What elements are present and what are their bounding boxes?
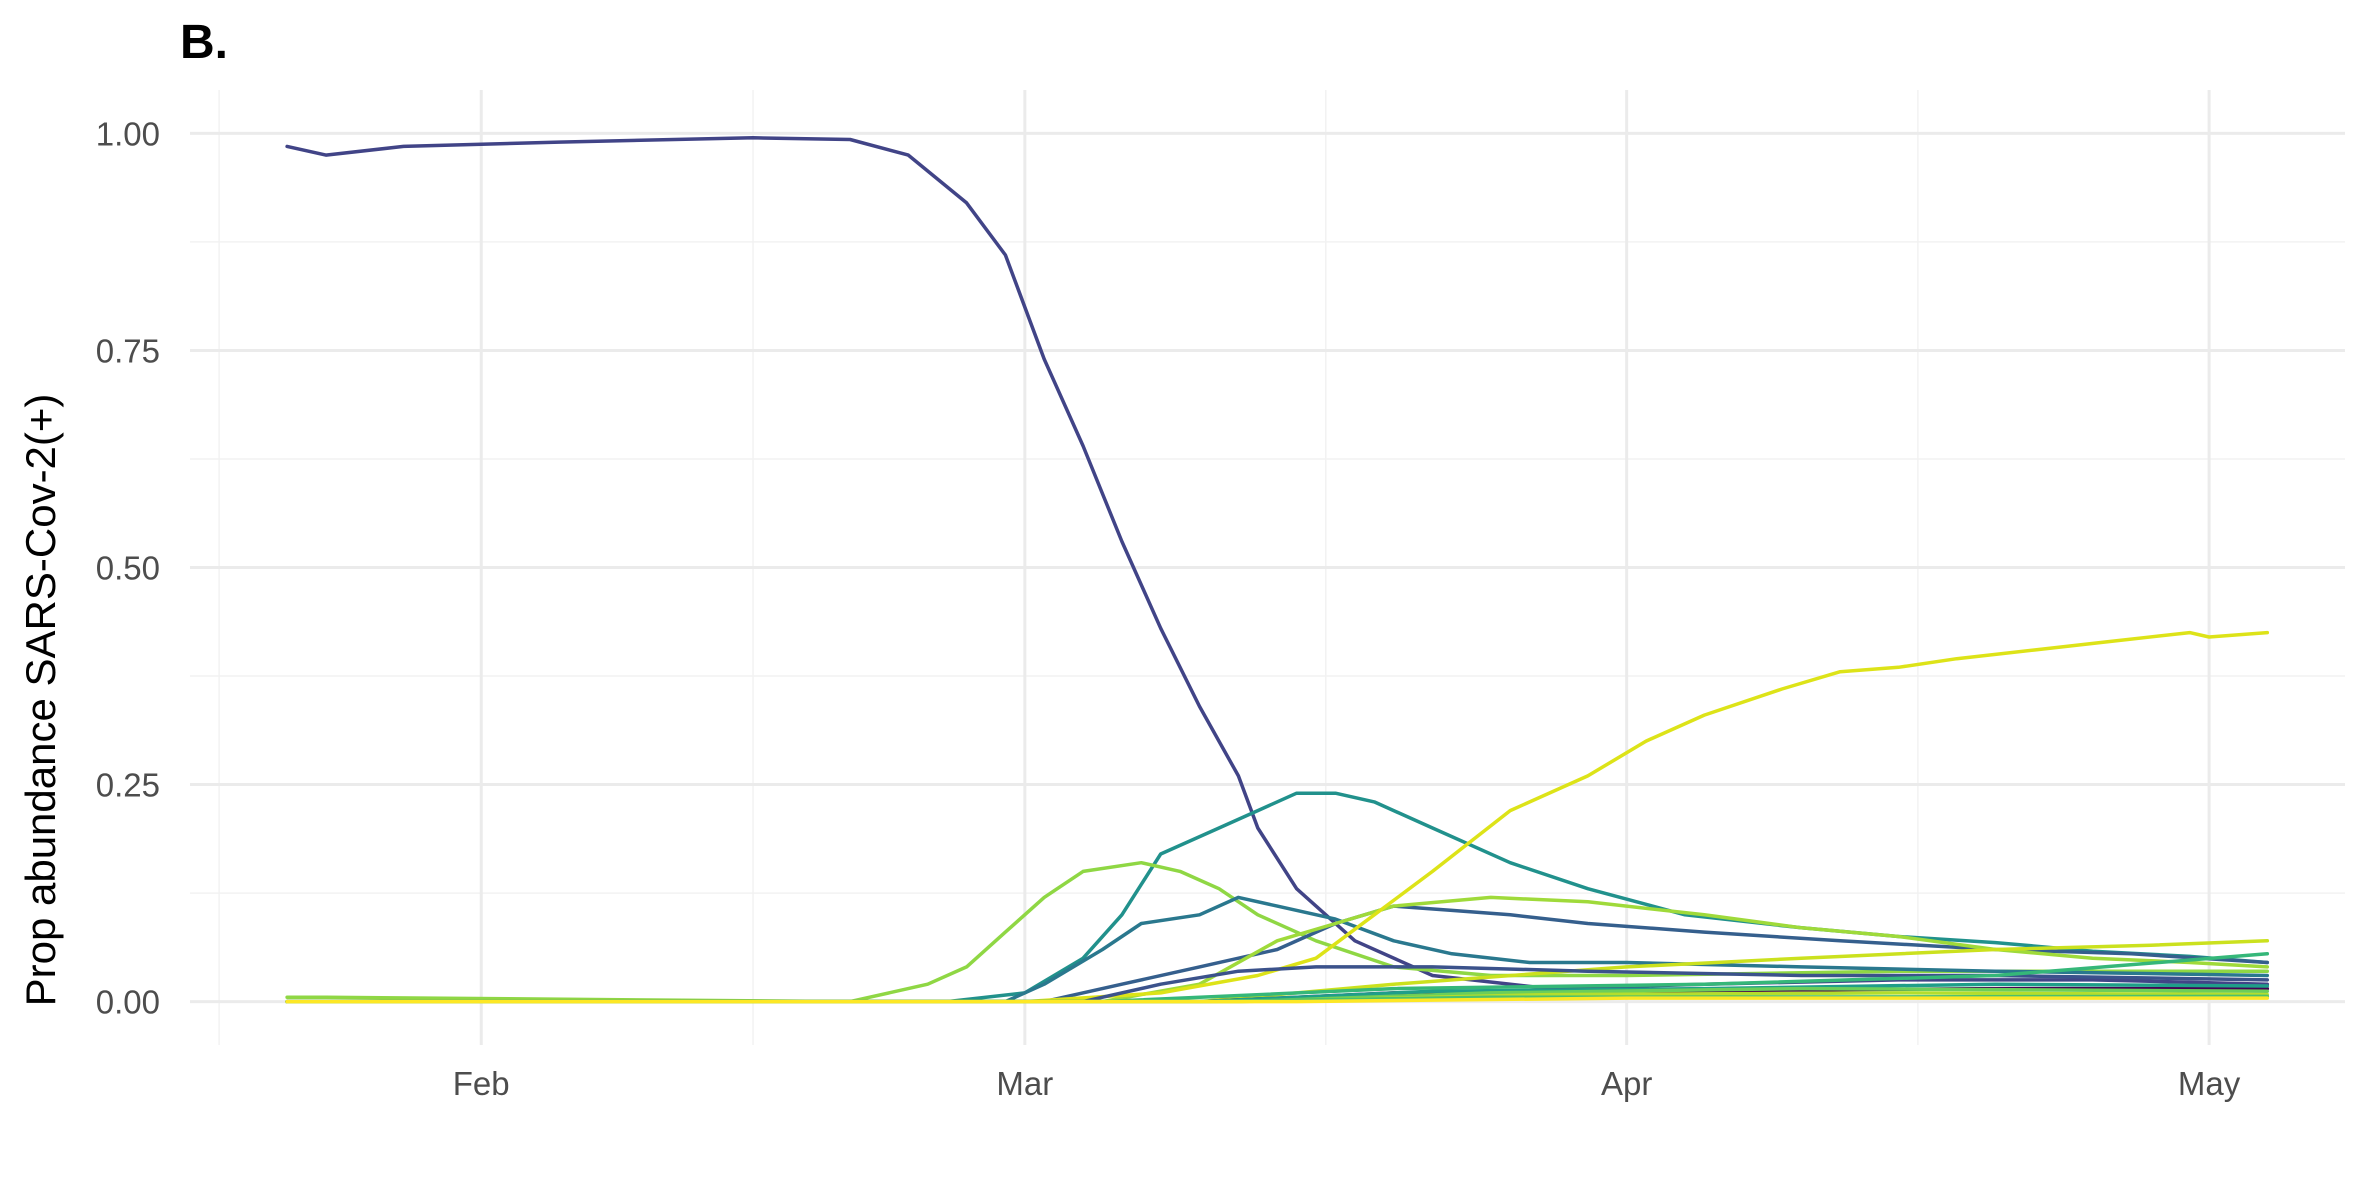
panel-label: B. [180,16,228,69]
x-tick-label: Apr [1601,1065,1652,1102]
x-tick-label: May [2178,1065,2241,1102]
series-line-1 [285,136,2270,991]
series-layer [285,136,2270,1004]
y-tick-label: 0.75 [96,332,160,369]
y-tick-label: 1.00 [96,115,160,152]
series-line-7 [285,630,2270,1004]
series-line-6 [285,895,2270,1004]
series-line-9 [285,965,2270,1004]
x-tick-label: Feb [453,1065,510,1102]
series-line-4 [285,895,2270,1004]
x-axis: Feb Mar Apr May [453,1065,2241,1102]
x-tick-label: Mar [996,1065,1053,1102]
y-tick-label: 0.00 [96,984,160,1021]
y-axis-title: Prop abundance SARS-Cov-2(+) [17,394,64,1007]
series-line-5 [285,904,2270,1004]
grid-major [190,90,2345,1045]
series-line-16 [285,996,2270,1004]
y-axis: 0.00 0.25 0.50 0.75 1.00 [96,115,160,1020]
y-tick-label: 0.50 [96,550,160,587]
series-line-2 [285,791,2270,1004]
y-tick-label: 0.25 [96,767,160,804]
